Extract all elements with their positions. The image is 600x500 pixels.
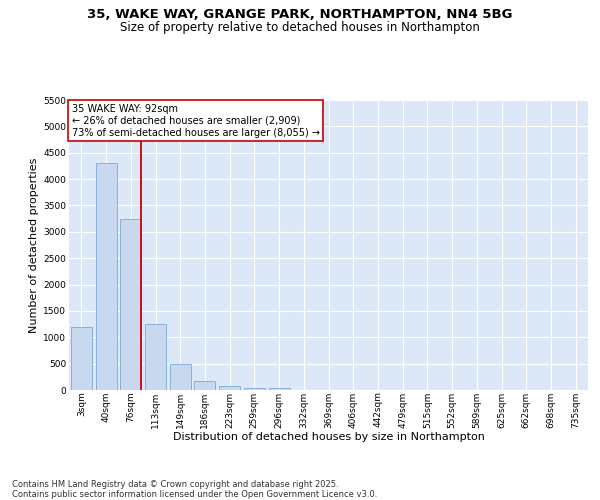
Text: 35 WAKE WAY: 92sqm
← 26% of detached houses are smaller (2,909)
73% of semi-deta: 35 WAKE WAY: 92sqm ← 26% of detached hou…: [71, 104, 320, 138]
X-axis label: Distribution of detached houses by size in Northampton: Distribution of detached houses by size …: [173, 432, 484, 442]
Bar: [219, 386, 240, 390]
Text: Contains HM Land Registry data © Crown copyright and database right 2025.
Contai: Contains HM Land Registry data © Crown c…: [12, 480, 377, 499]
Bar: [120, 218, 141, 390]
Bar: [194, 381, 215, 390]
Bar: [95, 164, 116, 390]
Bar: [145, 324, 166, 390]
Text: 35, WAKE WAY, GRANGE PARK, NORTHAMPTON, NN4 5BG: 35, WAKE WAY, GRANGE PARK, NORTHAMPTON, …: [87, 8, 513, 20]
Bar: [269, 388, 290, 390]
Bar: [244, 388, 265, 390]
Bar: [170, 364, 191, 390]
Text: Size of property relative to detached houses in Northampton: Size of property relative to detached ho…: [120, 21, 480, 34]
Y-axis label: Number of detached properties: Number of detached properties: [29, 158, 39, 332]
Bar: [71, 326, 92, 390]
